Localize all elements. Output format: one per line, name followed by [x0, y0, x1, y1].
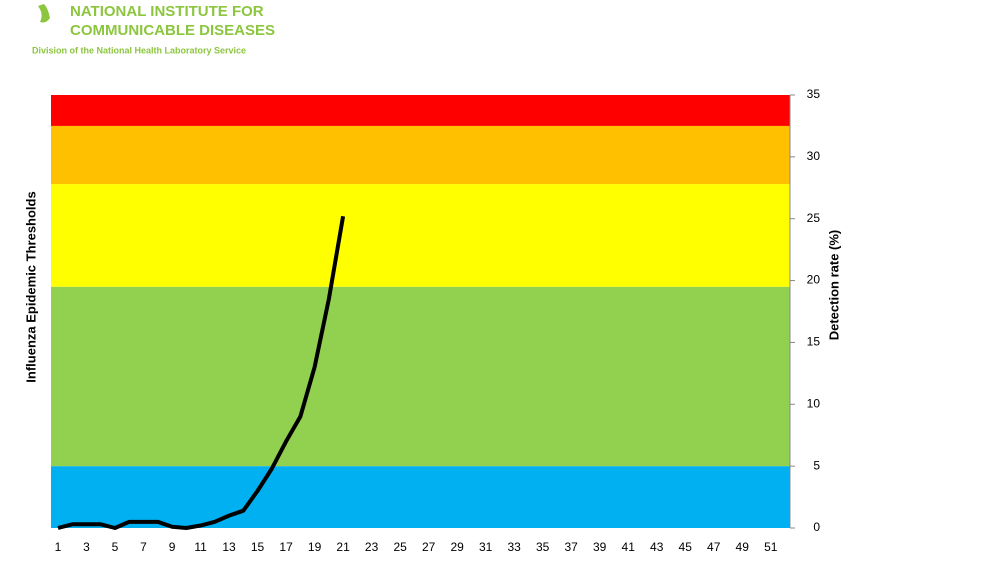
x-tick-label: 29 — [450, 540, 464, 554]
y-tick-label: 10 — [807, 396, 821, 410]
x-tick-label: 17 — [279, 540, 293, 554]
x-tick-label: 11 — [194, 540, 207, 554]
x-tick-label: 23 — [365, 540, 379, 554]
x-tick-label: 39 — [593, 540, 607, 554]
x-tick-label: 33 — [507, 540, 521, 554]
org-subtitle: Division of the National Health Laborato… — [32, 45, 246, 55]
x-tick-label: 15 — [251, 540, 265, 554]
logo-icon — [38, 4, 50, 23]
x-tick-label: 35 — [536, 540, 550, 554]
x-tick-label: 3 — [83, 540, 90, 554]
x-tick-label: 47 — [707, 540, 721, 554]
threshold-band — [51, 466, 790, 528]
x-tick-label: 21 — [336, 540, 350, 554]
x-tick-label: 27 — [422, 540, 436, 554]
x-tick-label: 31 — [479, 540, 493, 554]
y-tick-label: 15 — [807, 335, 821, 349]
threshold-band — [51, 184, 790, 287]
x-tick-label: 37 — [564, 540, 578, 554]
y-tick-label: 20 — [807, 273, 821, 287]
x-tick-label: 45 — [679, 540, 693, 554]
y-tick-label: 25 — [807, 211, 821, 225]
x-tick-label: 7 — [140, 540, 147, 554]
threshold-band — [51, 286, 790, 467]
data-line — [57, 215, 346, 530]
x-tick-label: 25 — [393, 540, 407, 554]
threshold-band — [51, 95, 790, 126]
left-axis-label: Influenza Epidemic Thresholds — [23, 191, 38, 382]
x-tick-label: 5 — [112, 540, 119, 554]
org-name: NATIONAL INSTITUTE FOR — [70, 3, 264, 20]
x-tick-label: 43 — [650, 540, 664, 554]
x-tick-label: 49 — [736, 540, 750, 554]
logo: NATIONAL INSTITUTE FOR COMMUNICABLE DISE… — [32, 3, 275, 55]
y-tick-label: 0 — [813, 520, 820, 534]
threshold-band — [51, 125, 790, 185]
x-tick-label: 19 — [308, 540, 322, 554]
org-name: COMMUNICABLE DISEASES — [70, 22, 275, 39]
y-tick-label: 30 — [807, 149, 821, 163]
x-tick-label: 51 — [764, 540, 778, 554]
x-tick-label: 1 — [55, 540, 62, 554]
x-tick-label: 41 — [622, 540, 636, 554]
y-tick-label: 5 — [813, 458, 820, 472]
x-tick-label: 9 — [169, 540, 176, 554]
y-axis-label: Detection rate (%) — [826, 230, 841, 341]
x-tick-label: 13 — [222, 540, 236, 554]
y-tick-label: 35 — [807, 87, 821, 101]
